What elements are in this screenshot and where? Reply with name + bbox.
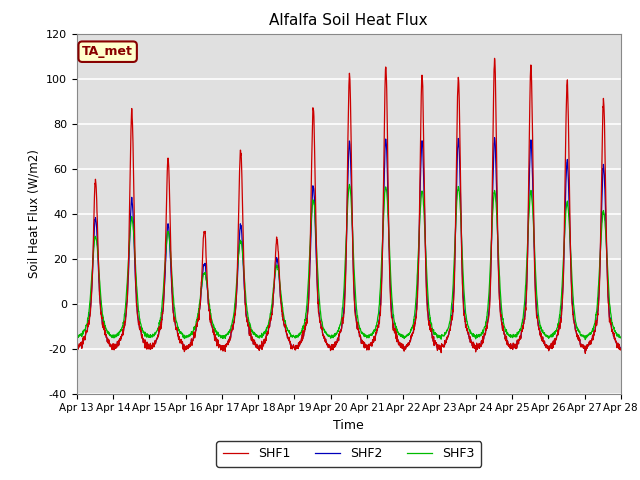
SHF1 (569, 312, 577, 317)
SHF1 (507, 346, 515, 351)
SHF1 (73, 342, 81, 348)
SHF3 (365, 332, 372, 338)
Y-axis label: Soil Heat Flux (W/m2): Soil Heat Flux (W/m2) (28, 149, 40, 278)
SHF2 (507, 345, 515, 351)
Line: SHF2: SHF2 (77, 138, 621, 352)
SHF3 (584, 332, 592, 338)
SHF1 (617, 347, 625, 353)
SHF2 (376, 307, 384, 313)
SHF2 (225, 339, 232, 345)
Legend: SHF1, SHF2, SHF3: SHF1, SHF2, SHF3 (216, 441, 481, 467)
SHF3 (346, 181, 353, 187)
X-axis label: Time: Time (333, 419, 364, 432)
SHF2 (584, 342, 592, 348)
SHF3 (617, 335, 625, 341)
SHF2 (73, 343, 81, 348)
SHF1 (584, 341, 592, 347)
SHF2 (581, 349, 589, 355)
SHF2 (617, 346, 625, 352)
Text: TA_met: TA_met (82, 45, 133, 58)
SHF3 (581, 337, 589, 343)
Line: SHF3: SHF3 (77, 184, 621, 340)
SHF2 (365, 344, 372, 350)
SHF1 (225, 340, 232, 346)
SHF2 (569, 308, 577, 313)
SHF1 (376, 313, 384, 319)
Line: SHF1: SHF1 (77, 59, 621, 353)
SHF3 (507, 334, 515, 340)
SHF3 (376, 285, 384, 290)
SHF2 (491, 135, 499, 141)
Title: Alfalfa Soil Heat Flux: Alfalfa Soil Heat Flux (269, 13, 428, 28)
SHF1 (491, 56, 499, 61)
SHF1 (581, 350, 589, 356)
SHF3 (73, 333, 81, 338)
SHF3 (225, 330, 232, 336)
SHF1 (365, 344, 372, 350)
SHF3 (569, 292, 577, 298)
